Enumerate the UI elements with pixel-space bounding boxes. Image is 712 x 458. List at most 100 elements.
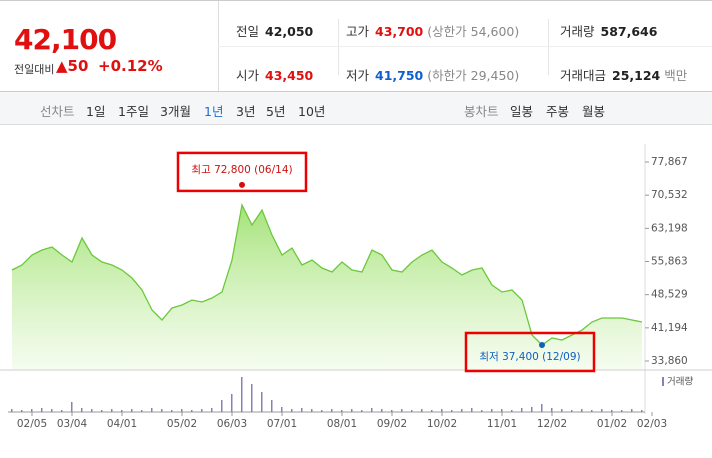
volume-bar bbox=[191, 410, 193, 412]
volume-bar bbox=[501, 409, 503, 412]
x-tick-label: 12/02 bbox=[537, 418, 567, 430]
volume-bar bbox=[641, 410, 643, 412]
volume-bar bbox=[271, 400, 273, 412]
legend-swatch bbox=[662, 377, 664, 386]
volume-bar bbox=[461, 409, 463, 412]
quote-value: 41,750 bbox=[375, 68, 424, 83]
annotation-box bbox=[176, 151, 308, 193]
volume-bar bbox=[281, 407, 283, 412]
volume-bar bbox=[81, 408, 83, 412]
volume-bar bbox=[51, 409, 53, 412]
x-tick-label: 09/02 bbox=[377, 418, 407, 430]
quote-key: 거래량 bbox=[560, 24, 595, 39]
x-tick-label: 02/03 bbox=[637, 418, 667, 430]
tab[interactable]: 3년 bbox=[236, 104, 256, 119]
volume-bar bbox=[411, 410, 413, 412]
quote-cell: 시가 43,450 bbox=[236, 65, 313, 84]
volume-bar bbox=[561, 409, 563, 412]
volume-bar bbox=[631, 409, 633, 412]
volume-bar bbox=[511, 410, 513, 412]
x-tick-label: 04/01 bbox=[107, 418, 137, 430]
volume-bar bbox=[11, 409, 13, 412]
volume-bar bbox=[291, 409, 293, 412]
quote-key: 고가 bbox=[346, 24, 370, 39]
volume-bar bbox=[351, 409, 353, 412]
volume-bar bbox=[301, 408, 303, 412]
y-tick-label: 55,863 bbox=[651, 256, 688, 268]
quote-key: 시가 bbox=[236, 68, 260, 83]
x-tick-label: 08/01 bbox=[327, 418, 357, 430]
divider bbox=[218, 46, 712, 47]
volume-bar bbox=[601, 409, 603, 412]
quote-value: 42,050 bbox=[265, 24, 314, 39]
price-line bbox=[11, 203, 643, 346]
volume-bar bbox=[111, 409, 113, 412]
quote-value: 43,450 bbox=[265, 68, 314, 83]
volume-bar bbox=[221, 400, 223, 412]
tab[interactable]: 주봉 bbox=[546, 104, 570, 119]
volume-bar bbox=[551, 408, 553, 412]
tab[interactable]: 1일 bbox=[86, 104, 106, 119]
x-tick-label: 06/03 bbox=[217, 418, 247, 430]
annotation-label: 최저 37,400 (12/09) bbox=[479, 351, 580, 363]
volume-bar bbox=[31, 409, 33, 412]
x-tick-label: 02/05 bbox=[17, 418, 47, 430]
quote-cell: 전일 42,050 bbox=[236, 21, 313, 40]
x-tick-label: 05/02 bbox=[167, 418, 197, 430]
volume-bar bbox=[41, 408, 43, 412]
y-tick-label: 77,867 bbox=[651, 156, 688, 168]
quote-value: 43,700 bbox=[375, 24, 424, 39]
tab-bar: 선차트 1일 1주일 3개월 1년 3년 5년 10년 봉차트 일봉 주봉 월봉 bbox=[0, 92, 712, 125]
volume-bar bbox=[541, 404, 543, 412]
y-tick-label: 41,194 bbox=[651, 322, 688, 334]
price-panel: 42,100 전일대비 ▲50 +0.12% bbox=[0, 1, 219, 91]
price: 42,100 bbox=[14, 23, 117, 56]
volume-bar bbox=[151, 408, 153, 412]
change-label: 전일대비 bbox=[14, 63, 55, 76]
volume-bar bbox=[611, 410, 613, 412]
volume-bar bbox=[491, 409, 493, 412]
tab[interactable]: 10년 bbox=[298, 104, 326, 119]
quote-sub: (하한가 29,450) bbox=[427, 68, 520, 83]
quote-key: 저가 bbox=[346, 68, 370, 83]
volume-bar bbox=[21, 410, 23, 412]
volume-bar bbox=[321, 410, 323, 412]
x-tick-label: 11/01 bbox=[487, 418, 517, 430]
tab[interactable]: 일봉 bbox=[510, 104, 534, 119]
x-tick-label: 07/01 bbox=[267, 418, 297, 430]
y-tick-label: 63,198 bbox=[651, 222, 688, 234]
change-pct: +0.12% bbox=[98, 57, 163, 75]
tab[interactable]: 1년 bbox=[204, 104, 224, 119]
volume-bar bbox=[591, 410, 593, 412]
quote-key: 전일 bbox=[236, 24, 260, 39]
volume-bar bbox=[241, 377, 243, 412]
volume-bar bbox=[441, 409, 443, 412]
quote-cell: 고가 43,700 (상한가 54,600) bbox=[346, 21, 519, 40]
volume-bar bbox=[451, 410, 453, 412]
tab[interactable]: 1주일 bbox=[118, 104, 149, 119]
quote-cell: 거래대금 25,124 백만 bbox=[560, 65, 687, 84]
volume-bar bbox=[471, 408, 473, 412]
y-tick-label: 48,529 bbox=[651, 289, 688, 301]
volume-bar bbox=[341, 410, 343, 412]
volume-bar bbox=[621, 410, 623, 412]
tab[interactable]: 월봉 bbox=[582, 104, 606, 119]
quote-cell: 저가 41,750 (하한가 29,450) bbox=[346, 65, 519, 84]
volume-bar bbox=[581, 409, 583, 412]
volume-bar bbox=[121, 410, 123, 412]
tab-label: 봉차트 bbox=[464, 104, 499, 119]
quote-key: 거래대금 bbox=[560, 68, 607, 83]
quote-sub: (상한가 54,600) bbox=[427, 24, 520, 39]
volume-bar bbox=[401, 409, 403, 412]
volume-bar bbox=[211, 408, 213, 412]
volume-bar bbox=[261, 392, 263, 412]
volume-bar bbox=[331, 409, 333, 412]
volume-bar bbox=[391, 410, 393, 412]
volume-bar bbox=[201, 409, 203, 412]
tab[interactable]: 3개월 bbox=[160, 104, 191, 119]
volume-bar bbox=[61, 410, 63, 412]
annotation-dot bbox=[539, 341, 545, 348]
divider bbox=[548, 19, 549, 75]
tab[interactable]: 5년 bbox=[266, 104, 286, 119]
tab-label: 선차트 bbox=[40, 104, 75, 119]
